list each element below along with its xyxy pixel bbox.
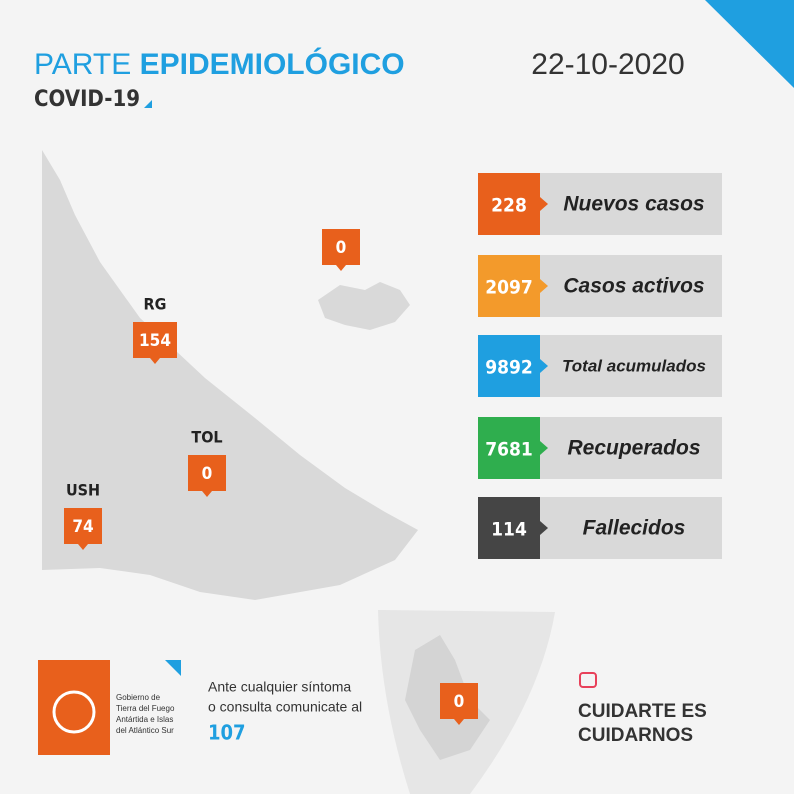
subtitle: COVID-19 <box>34 87 140 112</box>
map-markers: RG 154 TOL 0 USH 74 0 0 <box>64 229 478 725</box>
marker-label: RG <box>144 295 167 314</box>
marker-pointer <box>78 544 88 550</box>
marker-box <box>133 322 177 358</box>
marker-value: 0 <box>336 238 347 258</box>
stat-label: Recuperados <box>567 437 700 460</box>
date: 22-10-2020 <box>531 48 684 81</box>
slogan-line: CUIDARTE ES <box>578 701 707 722</box>
stat-value: 2097 <box>485 277 533 299</box>
stat-arrow <box>540 359 548 373</box>
stat-value-box <box>478 173 540 235</box>
stat-label: Nuevos casos <box>563 193 704 216</box>
marker-pointer <box>336 265 346 271</box>
stat-label: Total acumulados <box>562 356 706 375</box>
marker-value: 0 <box>454 692 465 712</box>
stat-value: 228 <box>491 195 527 217</box>
marker-box <box>322 229 360 265</box>
stat-value-box <box>478 255 540 317</box>
logo-line: del Atlántico Sur <box>116 726 174 735</box>
malvinas <box>318 282 410 330</box>
marker-pointer <box>202 491 212 497</box>
stat-value: 114 <box>491 519 527 541</box>
phone: 107 <box>208 721 246 745</box>
logo-line: Gobierno de <box>116 693 161 702</box>
marker-value: 0 <box>202 464 213 484</box>
stat-arrow <box>540 279 548 293</box>
logo-block <box>38 660 110 755</box>
marker-box <box>440 683 478 719</box>
logo-line: Tierra del Fuego <box>116 704 175 713</box>
title-bold: EPIDEMIOLÓGICO <box>140 47 405 81</box>
title-light: PARTE <box>34 48 131 81</box>
stat-arrow <box>540 441 548 455</box>
marker-value: 154 <box>139 331 171 351</box>
marker-pointer <box>454 719 464 725</box>
stat-value-box <box>478 417 540 479</box>
marker-label: USH <box>66 481 100 500</box>
marker-pointer <box>150 358 160 364</box>
logo-corner <box>165 660 181 676</box>
stat-arrow <box>540 521 548 535</box>
marker-box <box>188 455 226 491</box>
heart-icon <box>579 672 597 688</box>
subtitle-mark <box>144 100 152 108</box>
contact-line: Ante cualquier síntoma <box>208 679 351 695</box>
stat-value: 9892 <box>485 357 533 379</box>
marker-value: 74 <box>72 517 93 537</box>
stat-value-box <box>478 497 540 559</box>
stat-arrow <box>540 197 548 211</box>
stat-value: 7681 <box>485 439 533 461</box>
slogan: CUIDARTE ES CUIDARNOS <box>578 701 707 746</box>
logo-emblem <box>52 690 96 734</box>
contact-line: o consulta comunicate al <box>208 699 362 715</box>
corner-triangle <box>705 0 794 88</box>
stat-label: Fallecidos <box>583 517 686 540</box>
contact: Ante cualquier síntoma o consulta comunic… <box>208 679 362 715</box>
stats-list: 228 Nuevos casos 2097 Casos activos 9892 Tota… <box>478 173 722 559</box>
logo-text: Gobierno de Tierra del Fuego Antártida e I… <box>116 693 175 735</box>
marker-label: TOL <box>191 428 222 447</box>
logo-line: Antártida e Islas <box>116 715 173 724</box>
title: PARTE EPIDEMIOLÓGICO <box>34 47 405 81</box>
stat-value-box <box>478 335 540 397</box>
marker-box <box>64 508 102 544</box>
isla-grande <box>42 150 418 600</box>
slogan-line: CUIDARNOS <box>578 725 693 746</box>
stat-label: Casos activos <box>563 275 704 298</box>
